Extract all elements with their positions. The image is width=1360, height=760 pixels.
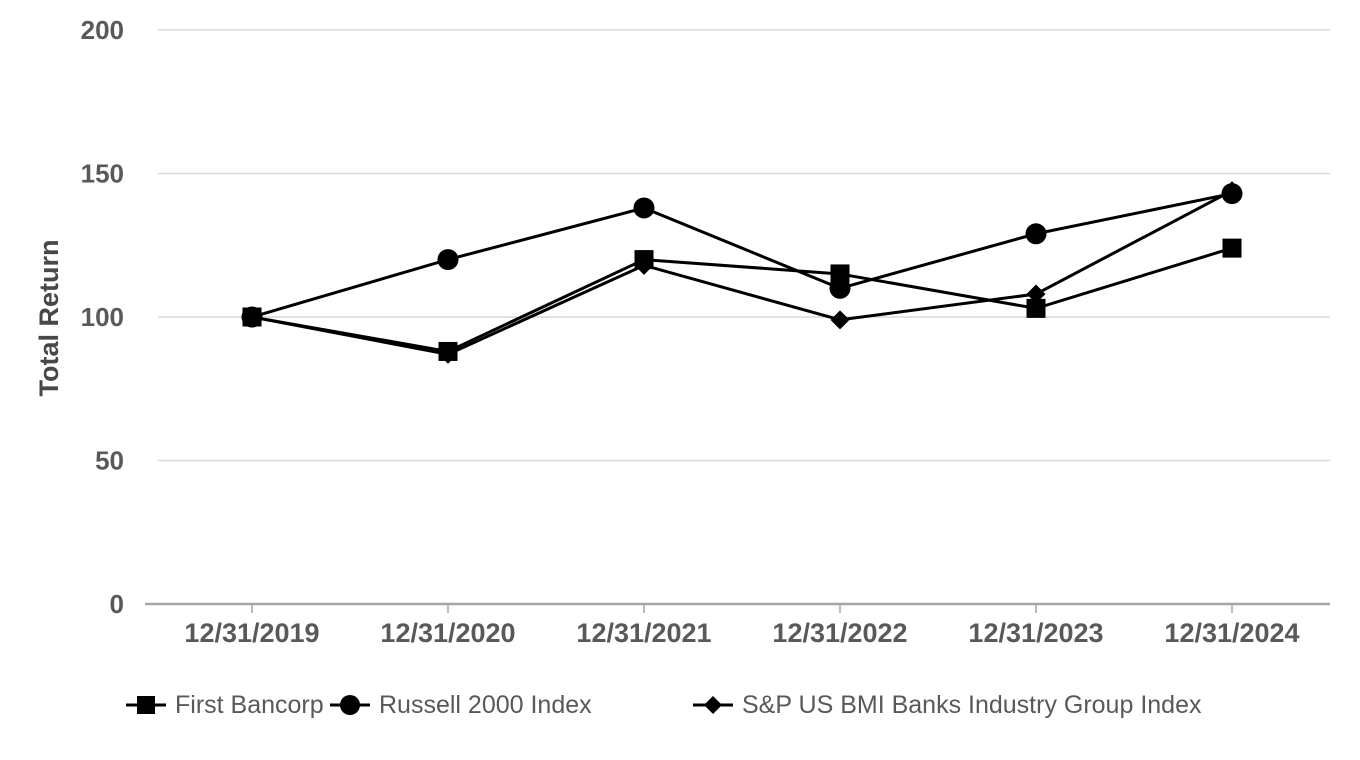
square-marker-icon <box>126 696 166 714</box>
x-tick-label-5: 12/31/2024 <box>1164 618 1299 648</box>
x-tick-label-2: 12/31/2021 <box>576 618 711 648</box>
first-bancorp-square-marker <box>242 307 262 327</box>
legend-item-first-bancorp: First Bancorp <box>126 686 324 724</box>
legend-circle-glyph <box>340 695 360 715</box>
legend-label-first-bancorp: First Bancorp <box>175 690 324 719</box>
y-tick-label-150: 150 <box>81 159 124 189</box>
russell-2000-index-circle-marker <box>633 197 655 219</box>
russell-2000-index-circle-marker <box>1221 183 1243 205</box>
x-tick-label-1: 12/31/2020 <box>380 618 515 648</box>
first-bancorp-square-marker <box>438 341 458 361</box>
chart-legend: First Bancorp Russell 2000 Index S&P US BM… <box>0 686 1360 726</box>
first-bancorp-square-marker <box>830 264 850 284</box>
legend-item-russell-2000-index: Russell 2000 Index <box>330 686 592 724</box>
series-s-p-us-bmi-banks-industry-group-index <box>242 181 1242 364</box>
series-line-russell-2000-index <box>251 192 1233 319</box>
performance-line-chart: 0 50 100 150 200 12/31/2019 12/31/2020 12/31/20… <box>34 15 1330 648</box>
russell-2000-index-circle-marker <box>437 249 459 271</box>
series-line-first-bancorp <box>251 246 1233 353</box>
series-line-s-p-us-bmi-banks-industry-group-index <box>251 189 1233 356</box>
y-axis-title: Total Return <box>34 240 64 397</box>
y-tick-label-100: 100 <box>81 302 124 332</box>
first-bancorp-square-marker <box>1026 298 1046 318</box>
legend-diamond-glyph <box>704 696 722 714</box>
x-tick-label-4: 12/31/2023 <box>968 618 1103 648</box>
legend-item-s-p-us-bmi-banks-industry-group-index: S&P US BMI Banks Industry Group Index <box>693 686 1201 724</box>
s-p-us-bmi-banks-industry-group-index-diamond-marker <box>1026 284 1046 304</box>
x-tick-label-0: 12/31/2019 <box>184 618 319 648</box>
s-p-us-bmi-banks-industry-group-index-diamond-marker <box>830 310 850 330</box>
circle-marker-icon <box>330 695 370 715</box>
y-tick-label-50: 50 <box>95 446 124 476</box>
diamond-marker-icon <box>693 696 733 714</box>
russell-2000-index-circle-marker <box>1025 223 1047 245</box>
y-tick-label-0: 0 <box>110 589 124 619</box>
legend-label-s-p-us-bmi-banks-industry-group-index: S&P US BMI Banks Industry Group Index <box>742 690 1202 719</box>
first-bancorp-square-marker <box>1222 238 1242 258</box>
series-first-bancorp <box>242 238 1242 361</box>
first-bancorp-square-marker <box>634 250 654 270</box>
legend-square-glyph <box>137 696 155 714</box>
series-russell-2000-index <box>241 183 1243 328</box>
y-tick-label-200: 200 <box>81 15 124 45</box>
legend-label-russell-2000-index: Russell 2000 Index <box>379 690 592 719</box>
x-tick-label-3: 12/31/2022 <box>772 618 907 648</box>
